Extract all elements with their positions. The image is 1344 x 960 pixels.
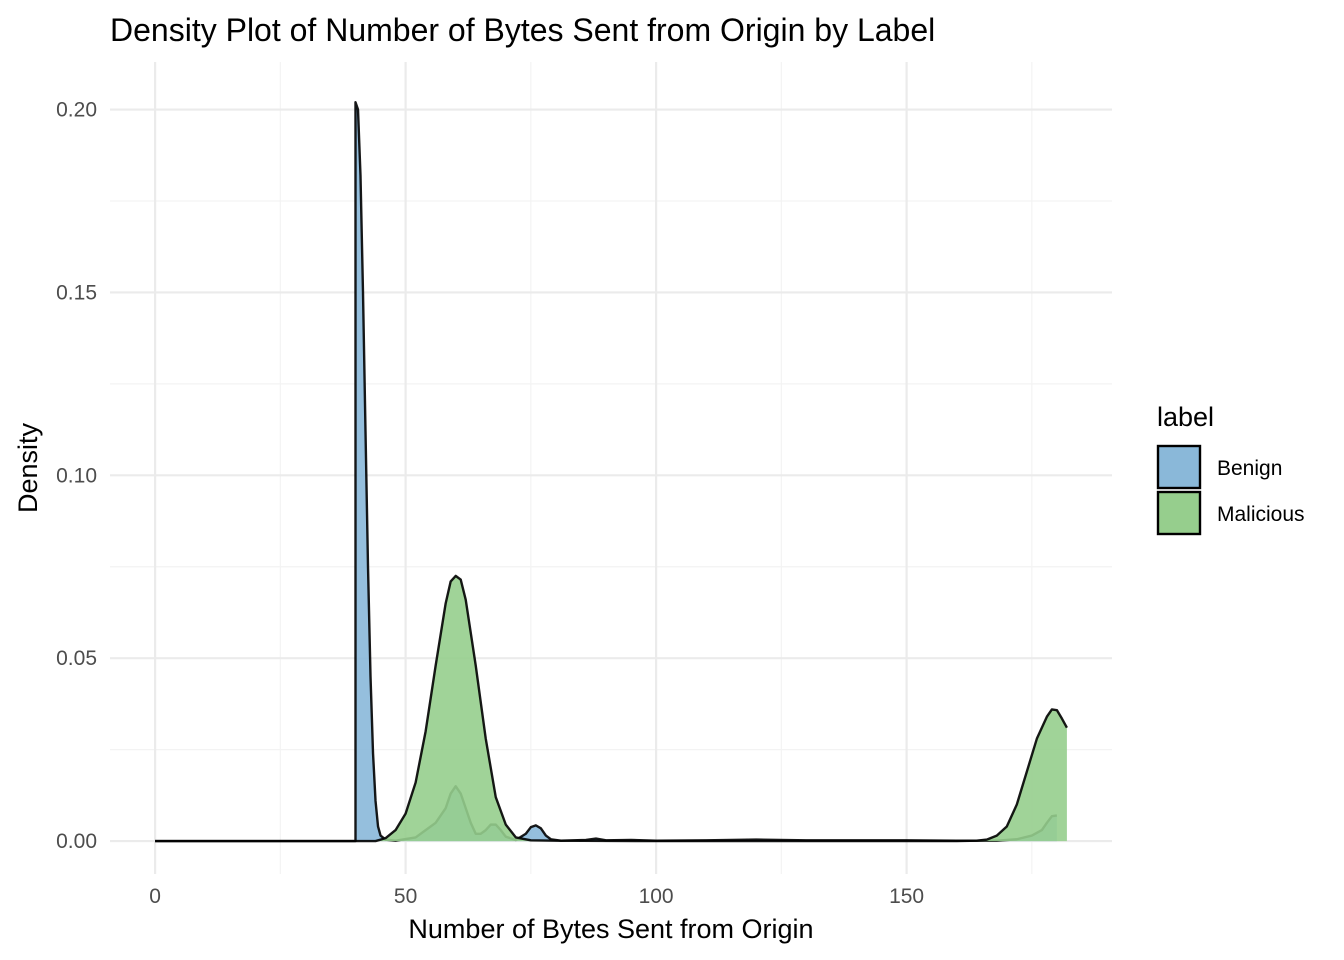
x-tick-label: 100: [639, 885, 674, 908]
legend-key-malicious: [1156, 490, 1202, 536]
y-tick-label: 0.10: [56, 464, 97, 487]
x-tick-label: 0: [149, 885, 161, 908]
chart-title: Density Plot of Number of Bytes Sent fro…: [110, 12, 935, 48]
y-tick-label: 0.15: [56, 281, 97, 304]
grid-lines: [110, 62, 1112, 874]
x-tick-label: 150: [889, 885, 924, 908]
legend-title: label: [1157, 402, 1214, 432]
legend-label-malicious: Malicious: [1217, 503, 1305, 526]
x-tick-label: 50: [394, 885, 417, 908]
x-axis-title: Number of Bytes Sent from Origin: [408, 914, 813, 944]
legend-label-benign: Benign: [1217, 457, 1282, 480]
legend: label Benign Malicious: [1156, 402, 1305, 536]
y-axis-ticks: 0.00 0.05 0.10 0.15 0.20: [56, 99, 97, 854]
density-line-malicious: [155, 574, 1068, 843]
y-axis-title: Density: [13, 422, 43, 513]
y-tick-label: 0.00: [56, 830, 97, 853]
y-tick-label: 0.20: [56, 99, 97, 122]
density-areas: [155, 101, 1068, 843]
x-axis-ticks: 0 50 100 150: [149, 885, 924, 908]
density-line-benign: [155, 101, 1058, 843]
y-tick-label: 0.05: [56, 647, 97, 670]
density-area-benign: [155, 102, 1057, 842]
legend-key-benign: [1156, 444, 1202, 490]
density-area-malicious: [155, 575, 1067, 842]
